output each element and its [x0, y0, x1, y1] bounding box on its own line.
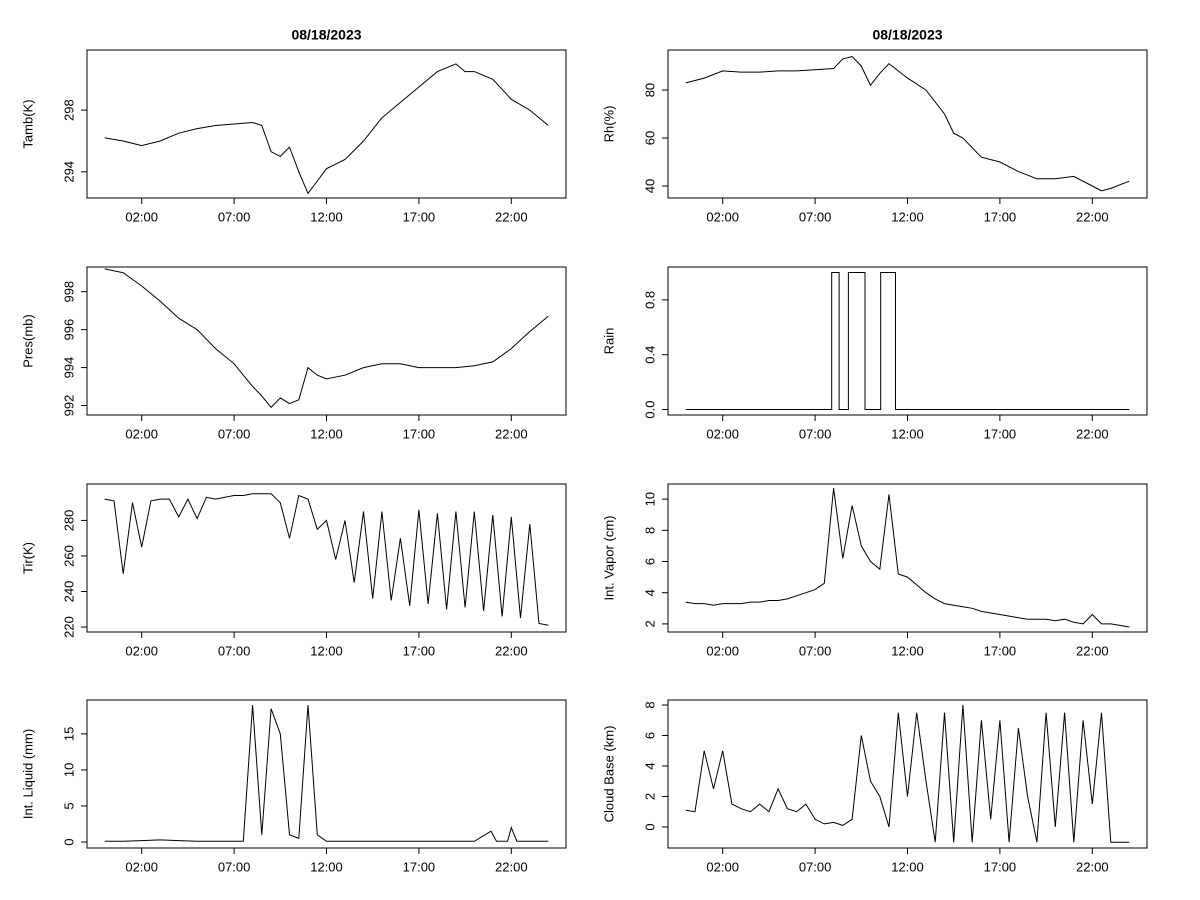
x-tick-label: 02:00	[125, 859, 158, 874]
data-line	[104, 268, 549, 409]
y-tick-label: 240	[61, 581, 76, 603]
y-axis-label: Rain	[601, 328, 616, 355]
x-tick-label: 17:00	[984, 859, 1017, 874]
y-axis-label: Int. Liquid (mm)	[20, 729, 35, 819]
x-tick-label: 07:00	[799, 859, 832, 874]
y-tick-label: 996	[61, 319, 76, 341]
y-tick-label: 2	[642, 620, 657, 627]
plot-frame	[667, 266, 1148, 416]
y-tick-label: 5	[61, 802, 76, 809]
x-tick-label: 07:00	[218, 209, 251, 224]
x-tick-label: 22:00	[1076, 209, 1109, 224]
x-tick-label: 07:00	[799, 426, 832, 441]
y-tick-label: 0.0	[642, 400, 657, 418]
y-tick-label: 6	[642, 732, 657, 739]
plot-frame	[86, 699, 567, 849]
y-axis-label: Tamb(K)	[20, 99, 35, 148]
x-tick-label: 22:00	[495, 859, 528, 874]
y-axis-label: Pres(mb)	[20, 314, 35, 367]
data-line	[685, 704, 1130, 843]
y-tick-label: 0	[642, 823, 657, 830]
data-line	[685, 488, 1130, 628]
y-tick-label: 994	[61, 357, 76, 379]
x-tick-label: 22:00	[1076, 426, 1109, 441]
y-tick-label: 992	[61, 395, 76, 417]
plot-frame	[86, 49, 567, 199]
y-tick-label: 40	[642, 179, 657, 193]
x-tick-label: 02:00	[125, 426, 158, 441]
x-tick-label: 22:00	[1076, 859, 1109, 874]
x-tick-label: 17:00	[403, 859, 436, 874]
data-line	[104, 493, 549, 626]
x-tick-label: 07:00	[799, 209, 832, 224]
y-axis-label: Int. Vapor (cm)	[601, 515, 616, 600]
data-line	[685, 272, 1130, 410]
x-tick-label: 12:00	[310, 426, 343, 441]
x-tick-label: 02:00	[706, 426, 739, 441]
x-tick-label: 02:00	[706, 643, 739, 658]
x-tick-label: 12:00	[310, 643, 343, 658]
x-tick-label: 02:00	[125, 643, 158, 658]
x-tick-label: 22:00	[495, 643, 528, 658]
y-tick-label: 260	[61, 545, 76, 567]
x-tick-label: 12:00	[891, 426, 924, 441]
y-tick-label: 4	[642, 589, 657, 596]
x-tick-label: 12:00	[891, 859, 924, 874]
y-axis-label: Cloud Base (km)	[601, 726, 616, 823]
data-line	[104, 63, 549, 195]
x-tick-label: 12:00	[310, 859, 343, 874]
panel-title: 08/18/2023	[872, 27, 942, 43]
panel-title: 08/18/2023	[291, 27, 361, 43]
y-tick-label: 280	[61, 510, 76, 532]
x-tick-label: 22:00	[495, 426, 528, 441]
x-tick-label: 22:00	[1076, 643, 1109, 658]
plot-frame	[667, 483, 1148, 633]
y-tick-label: 4	[642, 762, 657, 769]
x-tick-label: 07:00	[799, 643, 832, 658]
y-tick-label: 0	[61, 838, 76, 845]
data-line	[104, 704, 549, 842]
x-tick-label: 17:00	[984, 643, 1017, 658]
y-tick-label: 8	[642, 527, 657, 534]
x-tick-label: 17:00	[403, 426, 436, 441]
x-tick-label: 02:00	[706, 209, 739, 224]
x-tick-label: 17:00	[403, 209, 436, 224]
y-tick-label: 2	[642, 793, 657, 800]
x-tick-label: 07:00	[218, 426, 251, 441]
x-tick-label: 02:00	[125, 209, 158, 224]
x-tick-label: 12:00	[891, 643, 924, 658]
y-tick-label: 0.4	[642, 346, 657, 364]
data-line	[685, 55, 1130, 192]
x-tick-label: 02:00	[706, 859, 739, 874]
y-axis-label: Tir(K)	[20, 542, 35, 574]
plot-frame	[86, 483, 567, 633]
y-tick-label: 80	[642, 83, 657, 97]
y-tick-label: 294	[61, 161, 76, 183]
x-tick-label: 07:00	[218, 643, 251, 658]
y-tick-label: 60	[642, 131, 657, 145]
y-tick-label: 298	[61, 99, 76, 121]
x-tick-label: 12:00	[891, 209, 924, 224]
y-tick-label: 0.8	[642, 291, 657, 309]
y-tick-label: 15	[61, 727, 76, 741]
x-tick-label: 22:00	[495, 209, 528, 224]
y-tick-label: 10	[642, 492, 657, 506]
x-tick-label: 17:00	[984, 426, 1017, 441]
y-tick-label: 6	[642, 558, 657, 565]
x-tick-label: 12:00	[310, 209, 343, 224]
y-tick-label: 10	[61, 763, 76, 777]
y-axis-label: Rh(%)	[601, 106, 616, 143]
x-tick-label: 17:00	[403, 643, 436, 658]
plot-frame	[86, 266, 567, 416]
y-tick-label: 998	[61, 281, 76, 303]
y-tick-label: 8	[642, 701, 657, 708]
x-tick-label: 17:00	[984, 209, 1017, 224]
x-tick-label: 07:00	[218, 859, 251, 874]
y-tick-label: 220	[61, 616, 76, 638]
